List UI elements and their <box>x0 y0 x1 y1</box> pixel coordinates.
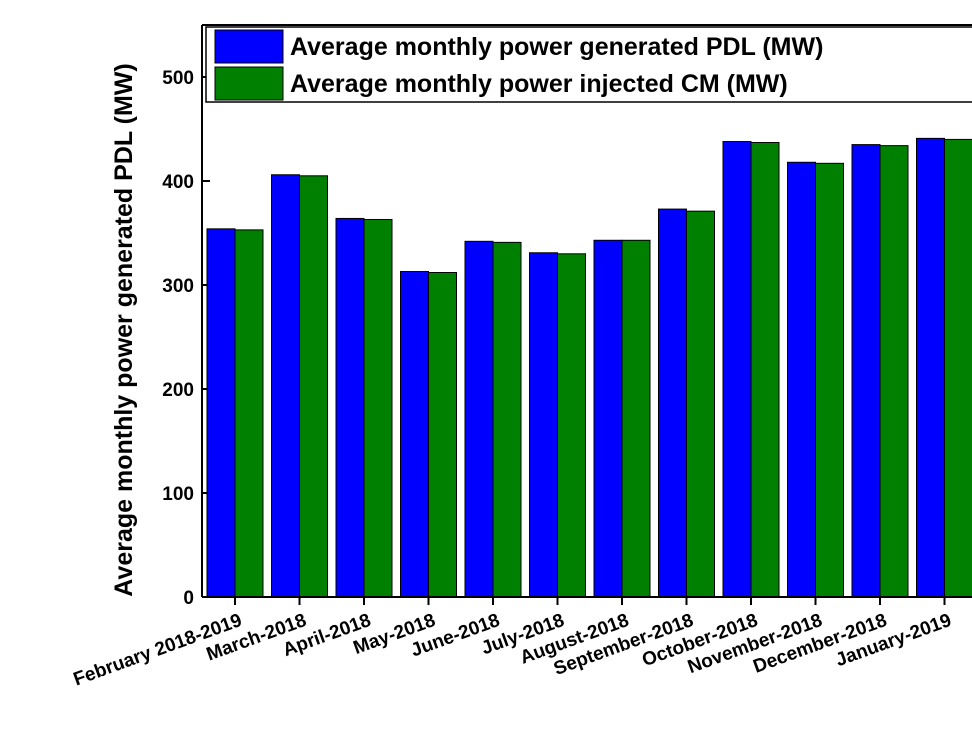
bar <box>492 241 522 598</box>
y-tick-label: 0 <box>183 588 194 609</box>
bar <box>944 138 972 598</box>
bar <box>851 144 881 598</box>
bar <box>234 229 264 598</box>
legend-label: Average monthly power injected CM (MW) <box>290 70 788 98</box>
bar <box>363 218 393 598</box>
y-tick-label: 500 <box>162 68 194 89</box>
bar <box>916 137 945 598</box>
bar <box>400 270 429 598</box>
bar <box>787 161 816 598</box>
y-tick-label: 200 <box>162 380 194 401</box>
legend-label: Average monthly power generated PDL (MW) <box>290 33 823 61</box>
bar <box>529 252 558 598</box>
legend-swatch <box>214 66 284 101</box>
bar <box>593 239 623 598</box>
y-axis-label: Average monthly power generated PDL (MW) <box>110 63 138 596</box>
y-tick-label: 300 <box>162 276 194 297</box>
bar <box>722 140 752 598</box>
bar <box>750 142 780 598</box>
bar <box>686 210 715 598</box>
legend-box <box>205 26 972 103</box>
bar <box>464 240 494 598</box>
bar <box>658 208 687 598</box>
bar <box>621 239 651 598</box>
legend-swatch <box>214 29 284 64</box>
y-tick-label: 100 <box>162 484 194 505</box>
bar <box>271 174 300 598</box>
bar <box>299 175 328 598</box>
bar <box>428 272 457 598</box>
bar <box>206 228 236 598</box>
y-tick-label: 400 <box>162 172 194 193</box>
bar <box>335 217 365 598</box>
bar <box>557 253 586 598</box>
bar <box>879 145 909 598</box>
bar <box>815 162 844 598</box>
